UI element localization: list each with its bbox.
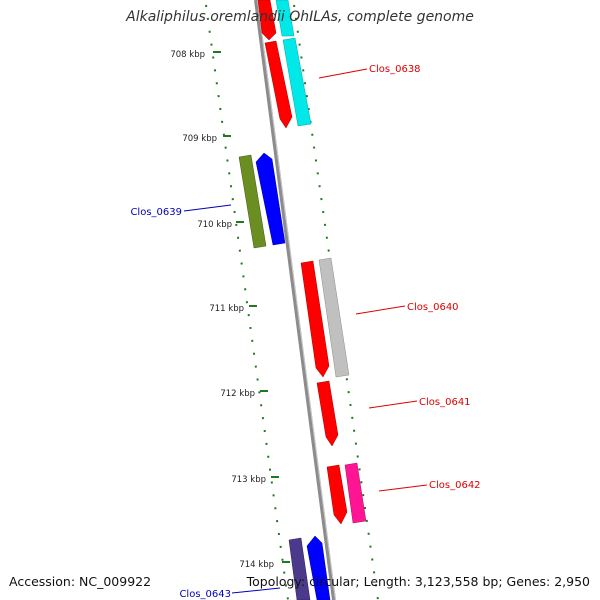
kbp-label: 708 kbp: [170, 50, 205, 60]
gene-labels: Clos_0638 Clos_0639 Clos_0640 Clos_0641 …: [130, 64, 480, 600]
kbp-label: 712 kbp: [220, 389, 255, 399]
gene-clos-0640-red[interactable]: [300, 260, 330, 378]
genome-backbone: [254, 0, 336, 600]
gene-clos-0642-pink[interactable]: [344, 462, 367, 524]
kbp-tick: 710 kbp: [197, 220, 244, 230]
gene-label-clos-0643[interactable]: Clos_0643: [179, 589, 231, 600]
genes: [238, 0, 367, 600]
kbp-tick: 712 kbp: [220, 389, 268, 399]
gene-clos-0640-grey[interactable]: [318, 257, 350, 378]
kbp-tick: 708 kbp: [170, 50, 221, 60]
gene-clos-0643-blue[interactable]: [306, 535, 331, 600]
gene-label-clos-0641[interactable]: Clos_0641: [419, 397, 471, 408]
kbp-tick: 711 kbp: [209, 304, 257, 314]
kbp-label: 714 kbp: [239, 560, 274, 570]
kbp-ticks: 708 kbp 709 kbp 710 kbp 711 kbp 712 kbp …: [170, 50, 290, 570]
gene-clos-0638-cyan[interactable]: [282, 37, 312, 127]
kbp-tick: 709 kbp: [182, 134, 231, 144]
gene-label-clos-0642[interactable]: Clos_0642: [429, 480, 481, 491]
genome-summary-text: Topology: circular; Length: 3,123,558 bp…: [246, 574, 590, 589]
gene-clos-0639-blue[interactable]: [255, 152, 286, 246]
accession-text: Accession: NC_009922: [9, 574, 152, 589]
gene-clos-0642-red[interactable]: [326, 464, 348, 525]
gene-clos-0641-red[interactable]: [316, 380, 339, 447]
gene-cyan-top: [275, 0, 295, 37]
kbp-tick: 714 kbp: [239, 560, 290, 570]
inner-dotted-ring: [205, 4, 289, 600]
gene-clos-0638-red[interactable]: [264, 40, 293, 129]
gene-clos-0643-purple[interactable]: [288, 537, 311, 600]
gene-clos-0639-green[interactable]: [238, 154, 267, 249]
kbp-label: 710 kbp: [197, 220, 232, 230]
gene-red-top: [257, 0, 277, 41]
kbp-tick: 713 kbp: [231, 475, 279, 485]
kbp-label: 713 kbp: [231, 475, 266, 485]
label-leaders: [183, 68, 428, 594]
kbp-label: 711 kbp: [209, 304, 244, 314]
map-title: Alkaliphilus oremlandii OhILAs, complete…: [126, 9, 474, 25]
gene-label-clos-0640[interactable]: Clos_0640: [407, 302, 459, 313]
gene-label-clos-0639[interactable]: Clos_0639: [130, 207, 182, 218]
backbone-highlight: [257, 0, 336, 600]
gene-label-clos-0638[interactable]: Clos_0638: [369, 64, 421, 75]
kbp-label: 709 kbp: [182, 134, 217, 144]
